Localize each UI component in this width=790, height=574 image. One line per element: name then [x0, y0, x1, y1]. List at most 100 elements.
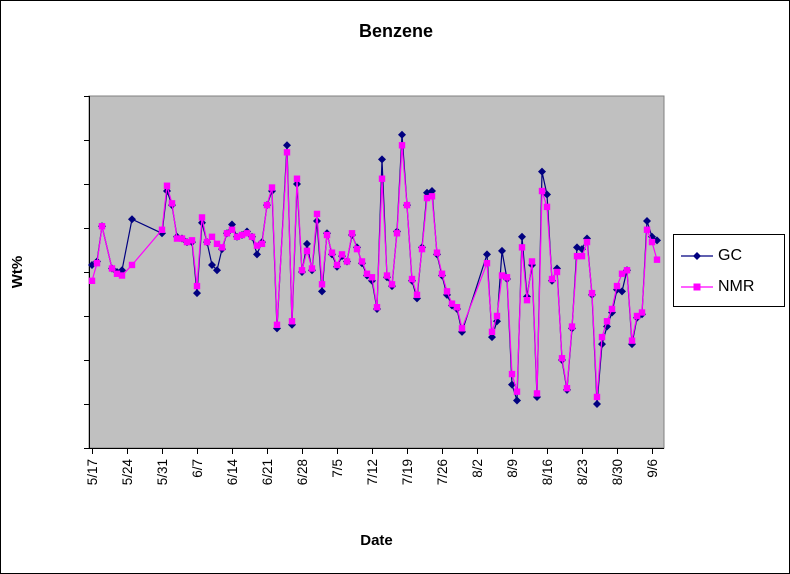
data-point: [583, 238, 591, 246]
data-point: [503, 274, 511, 281]
data-point: [243, 230, 251, 237]
data-point: [168, 200, 176, 207]
data-point: [318, 281, 326, 288]
data-point: [283, 141, 291, 150]
data-point: [193, 289, 201, 298]
data-point: [128, 261, 136, 269]
legend: GC NMR: [673, 234, 785, 307]
data-point: [563, 384, 571, 392]
x-tick-label: 7/19: [400, 459, 415, 485]
data-point: [428, 193, 436, 200]
data-point: [263, 201, 271, 209]
data-point: [493, 312, 501, 320]
data-point: [108, 265, 116, 272]
data-point: [548, 275, 556, 283]
data-point: [598, 333, 606, 341]
data-point: [208, 260, 216, 269]
data-point: [303, 247, 311, 255]
data-point: [418, 245, 426, 253]
x-tick-label: 9/6: [645, 459, 660, 478]
data-point: [298, 267, 306, 274]
data-point: [288, 318, 296, 325]
data-point: [653, 256, 661, 263]
x-tick-label: 6/28: [295, 459, 310, 485]
data-point: [328, 249, 336, 256]
data-point: [483, 260, 491, 267]
x-tick-label: 6/21: [260, 459, 275, 485]
x-tick-label: 8/9: [505, 459, 520, 478]
data-point: [113, 270, 121, 277]
data-point: [388, 281, 396, 288]
data-point: [283, 149, 291, 156]
data-point: [88, 277, 96, 284]
data-point: [523, 296, 531, 304]
data-point: [528, 258, 536, 265]
data-point: [253, 242, 261, 249]
data-point: [348, 230, 356, 237]
data-point: [118, 272, 126, 279]
data-point: [438, 270, 446, 277]
data-point: [378, 175, 386, 182]
data-point: [223, 230, 231, 237]
data-point: [643, 216, 651, 225]
data-point: [268, 184, 276, 191]
data-point: [258, 240, 266, 248]
data-point: [403, 201, 411, 209]
data-point: [253, 250, 261, 259]
data-point: [313, 210, 321, 218]
data-point: [393, 230, 401, 237]
data-point: [183, 238, 191, 246]
data-point: [603, 318, 611, 325]
data-point: [203, 238, 211, 246]
data-point: [398, 130, 406, 139]
data-point: [303, 239, 311, 248]
legend-label: GC: [718, 247, 742, 265]
data-point: [628, 337, 636, 344]
legend-item-gc: GC: [680, 242, 780, 270]
data-point: [378, 155, 386, 164]
x-tick-labels: 5/17 5/24 5/31 6/7 6/14 6/21 6/28 7/5 7/12 7/19 7/…: [85, 459, 660, 486]
series-NMR-markers: [88, 142, 661, 401]
data-point: [538, 167, 546, 176]
data-point: [373, 304, 381, 311]
data-point: [383, 272, 391, 279]
data-point: [558, 355, 566, 362]
data-point: [398, 142, 406, 149]
data-point: [248, 233, 256, 240]
x-tick-label: 7/26: [435, 459, 450, 485]
data-point: [293, 175, 301, 182]
data-point: [488, 333, 496, 342]
data-point: [498, 272, 506, 279]
data-point: [638, 309, 646, 316]
data-point: [648, 238, 656, 246]
x-axis: [89, 448, 664, 454]
square-marker-icon: [681, 283, 713, 291]
data-point: [498, 246, 506, 255]
data-point: [198, 214, 206, 221]
data-point: [448, 300, 456, 307]
data-point: [533, 390, 541, 397]
data-point: [213, 266, 221, 275]
plot-area: [88, 95, 665, 449]
chart-title: Benzene: [358, 21, 434, 41]
data-point: [443, 288, 451, 295]
data-point: [608, 305, 616, 313]
data-point: [338, 251, 346, 258]
data-point: [593, 393, 601, 401]
x-tick-label: 8/2: [470, 459, 485, 478]
data-point: [98, 223, 106, 230]
data-point: [413, 291, 421, 299]
data-point: [173, 235, 181, 242]
data-point: [408, 275, 416, 283]
data-point: [423, 194, 431, 202]
data-point: [453, 304, 461, 311]
data-point: [573, 252, 581, 260]
data-point: [343, 258, 351, 265]
data-point: [228, 226, 236, 233]
data-point: [553, 268, 561, 276]
x-tick-label: 8/16: [540, 459, 555, 485]
x-tick-label: 7/5: [330, 459, 345, 478]
data-point: [273, 321, 281, 328]
data-point: [543, 203, 551, 211]
